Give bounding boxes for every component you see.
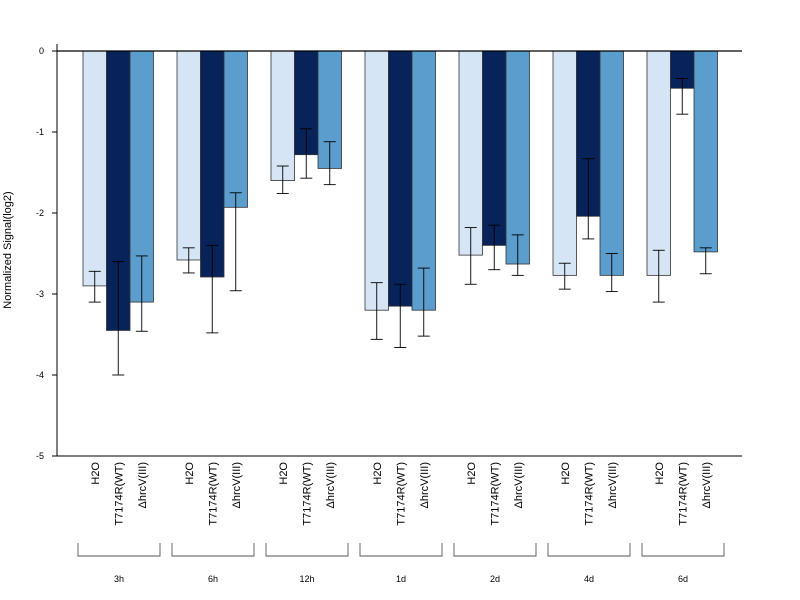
y-tick-label: -4 <box>36 370 44 380</box>
bar <box>270 50 295 182</box>
bar-label: H2O <box>560 462 572 485</box>
bar-label: T7174R(WT) <box>207 462 219 526</box>
bar-label: T7174R(WT) <box>489 462 501 526</box>
bar-label: T7174R(WT) <box>583 462 595 526</box>
group-label: 6h <box>208 574 218 584</box>
bar <box>82 50 107 287</box>
bar <box>693 50 718 253</box>
labels-layer: H2O T7174R(WT) ΔhrcV(III) 3h H2O T7174R(WT) Δh… <box>77 462 725 584</box>
bar-label: H2O <box>90 462 102 485</box>
bar <box>646 50 671 276</box>
bar-label: H2O <box>654 462 666 485</box>
bar-label: ΔhrcV(III) <box>701 462 713 508</box>
bar-label: H2O <box>278 462 290 485</box>
bar <box>505 50 530 265</box>
group-bracket <box>547 543 631 557</box>
y-tick-label: -5 <box>36 451 44 461</box>
bar-label: T7174R(WT) <box>301 462 313 526</box>
bar <box>552 50 577 276</box>
bars-layer <box>82 50 718 331</box>
group-label: 12h <box>299 574 314 584</box>
group-bracket <box>171 543 255 557</box>
bar <box>200 50 225 278</box>
bar-label: T7174R(WT) <box>113 462 125 526</box>
bar <box>458 50 483 256</box>
bar <box>482 50 507 246</box>
bar <box>599 50 624 276</box>
group-bracket <box>265 543 349 557</box>
y-tick-label: 0 <box>39 46 44 56</box>
y-tick-label: -2 <box>36 208 44 218</box>
bar <box>364 50 389 311</box>
bar-label: H2O <box>466 462 478 485</box>
group-label: 4d <box>584 574 594 584</box>
bar-label: ΔhrcV(III) <box>419 462 431 508</box>
bar-label: H2O <box>184 462 196 485</box>
group-label: 1d <box>396 574 406 584</box>
bar-label: ΔhrcV(III) <box>137 462 149 508</box>
bar <box>223 50 248 208</box>
group-bracket <box>77 543 161 557</box>
group-bracket <box>641 543 725 557</box>
bar-label: ΔhrcV(III) <box>513 462 525 508</box>
y-tick-label: -3 <box>36 289 44 299</box>
group-bracket <box>359 543 443 557</box>
bar-label: T7174R(WT) <box>395 462 407 526</box>
y-axis-title: Normalized Signal(log2) <box>2 191 14 308</box>
group-label: 2d <box>490 574 500 584</box>
bar-label: ΔhrcV(III) <box>231 462 243 508</box>
group-bracket <box>453 543 537 557</box>
group-label: 3h <box>114 574 124 584</box>
bar-label: ΔhrcV(III) <box>607 462 619 508</box>
bar-label: ΔhrcV(III) <box>325 462 337 508</box>
bar-label: T7174R(WT) <box>677 462 689 526</box>
bar <box>176 50 201 261</box>
bar-label: H2O <box>372 462 384 485</box>
group-label: 6d <box>678 574 688 584</box>
error-bars-layer <box>88 78 712 376</box>
axes-layer: 0 -1 -2 -3 -4 -5 <box>36 44 742 461</box>
bar <box>388 50 413 307</box>
y-tick-label: -1 <box>36 127 44 137</box>
